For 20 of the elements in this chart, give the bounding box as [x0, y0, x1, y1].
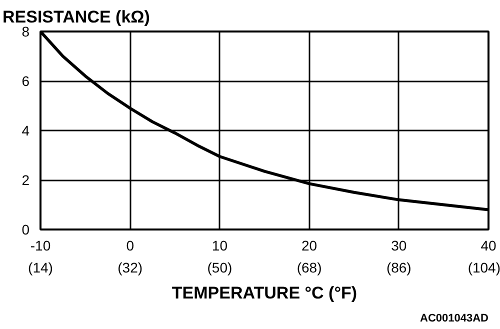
x-tick-label: 10: [212, 238, 228, 254]
x-tick-label: -10: [30, 238, 51, 254]
x-tick-label: 20: [302, 238, 318, 254]
x2-tick-label: (50): [207, 260, 232, 276]
y-tick-label: 0: [22, 222, 30, 238]
y-tick-label: 8: [22, 24, 30, 40]
x-tick-label: 0: [126, 238, 134, 254]
x-axis-title: TEMPERATURE °C (°F): [172, 284, 358, 302]
x2-tick-label: (14): [28, 260, 53, 276]
y-tick-label: 4: [22, 122, 30, 138]
x2-tick-label: (32): [118, 260, 143, 276]
y-tick-label: 6: [22, 73, 30, 89]
x-tick-label: 30: [391, 238, 407, 254]
x-tick-label: 40: [480, 238, 496, 254]
x2-tick-label: (68): [296, 260, 322, 276]
text: AC001043AD: [420, 312, 489, 324]
y-axis-title: RESISTANCE (kΩ): [2, 8, 150, 26]
x2-tick-label: (104): [468, 260, 500, 276]
y-tick-label: 2: [22, 172, 30, 188]
x2-tick-label: (86): [386, 260, 412, 276]
